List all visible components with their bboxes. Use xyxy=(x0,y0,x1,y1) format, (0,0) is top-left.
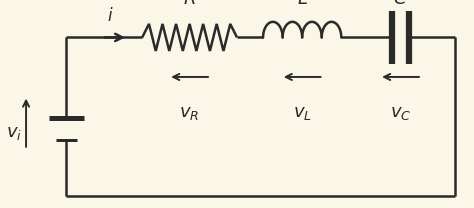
Text: $v_C$: $v_C$ xyxy=(390,104,411,122)
Text: $v_R$: $v_R$ xyxy=(180,104,200,122)
Text: $C$: $C$ xyxy=(393,0,408,8)
Text: $i$: $i$ xyxy=(107,7,113,25)
Text: $v_i$: $v_i$ xyxy=(6,124,22,142)
Text: $L$: $L$ xyxy=(297,0,308,8)
Text: $v_L$: $v_L$ xyxy=(293,104,311,122)
Text: $R$: $R$ xyxy=(183,0,196,8)
